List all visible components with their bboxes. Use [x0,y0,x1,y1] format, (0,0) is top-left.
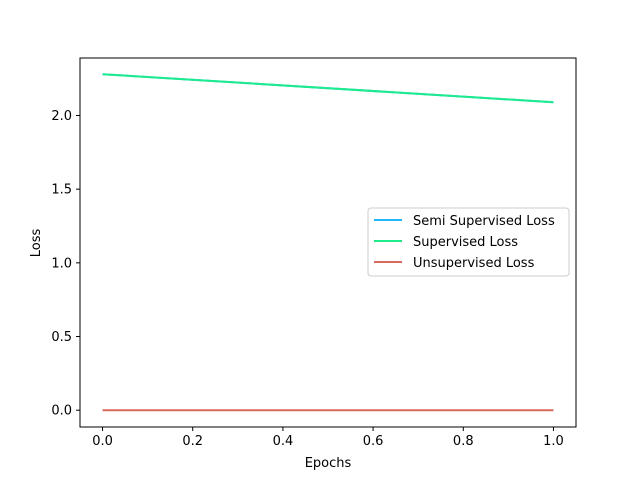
plot-frame [79,57,577,428]
x-ticks: 0.0 0.2 0.4 0.6 0.8 1.0 [92,427,564,449]
y-tick-label: 0.0 [51,404,72,419]
y-tick-label: 2.0 [51,109,72,124]
series-layer [102,73,554,412]
y-ticks: 0.0 0.5 1.0 1.5 2.0 [51,109,80,419]
series-line-1 [102,73,554,104]
x-tick-label: 0.0 [92,434,113,449]
x-axis-label: Epochs [305,456,352,471]
x-tick-label: 1.0 [543,434,564,449]
legend-label-unsupervised: Unsupervised Loss [413,256,535,271]
x-tick-label: 0.2 [182,434,203,449]
x-tick-label: 0.4 [273,434,294,449]
y-tick-label: 0.5 [51,330,72,345]
legend: Semi Supervised Loss Supervised Loss Uns… [367,207,570,277]
legend-label-supervised: Supervised Loss [413,235,518,250]
x-tick-label: 0.6 [363,434,384,449]
legend-box [367,207,570,277]
y-axis-label: Loss [29,229,44,258]
y-tick-label: 1.0 [51,256,72,271]
y-tick-label: 1.5 [51,183,72,198]
x-tick-label: 0.8 [453,434,474,449]
legend-label-semi-supervised: Semi Supervised Loss [413,214,555,229]
